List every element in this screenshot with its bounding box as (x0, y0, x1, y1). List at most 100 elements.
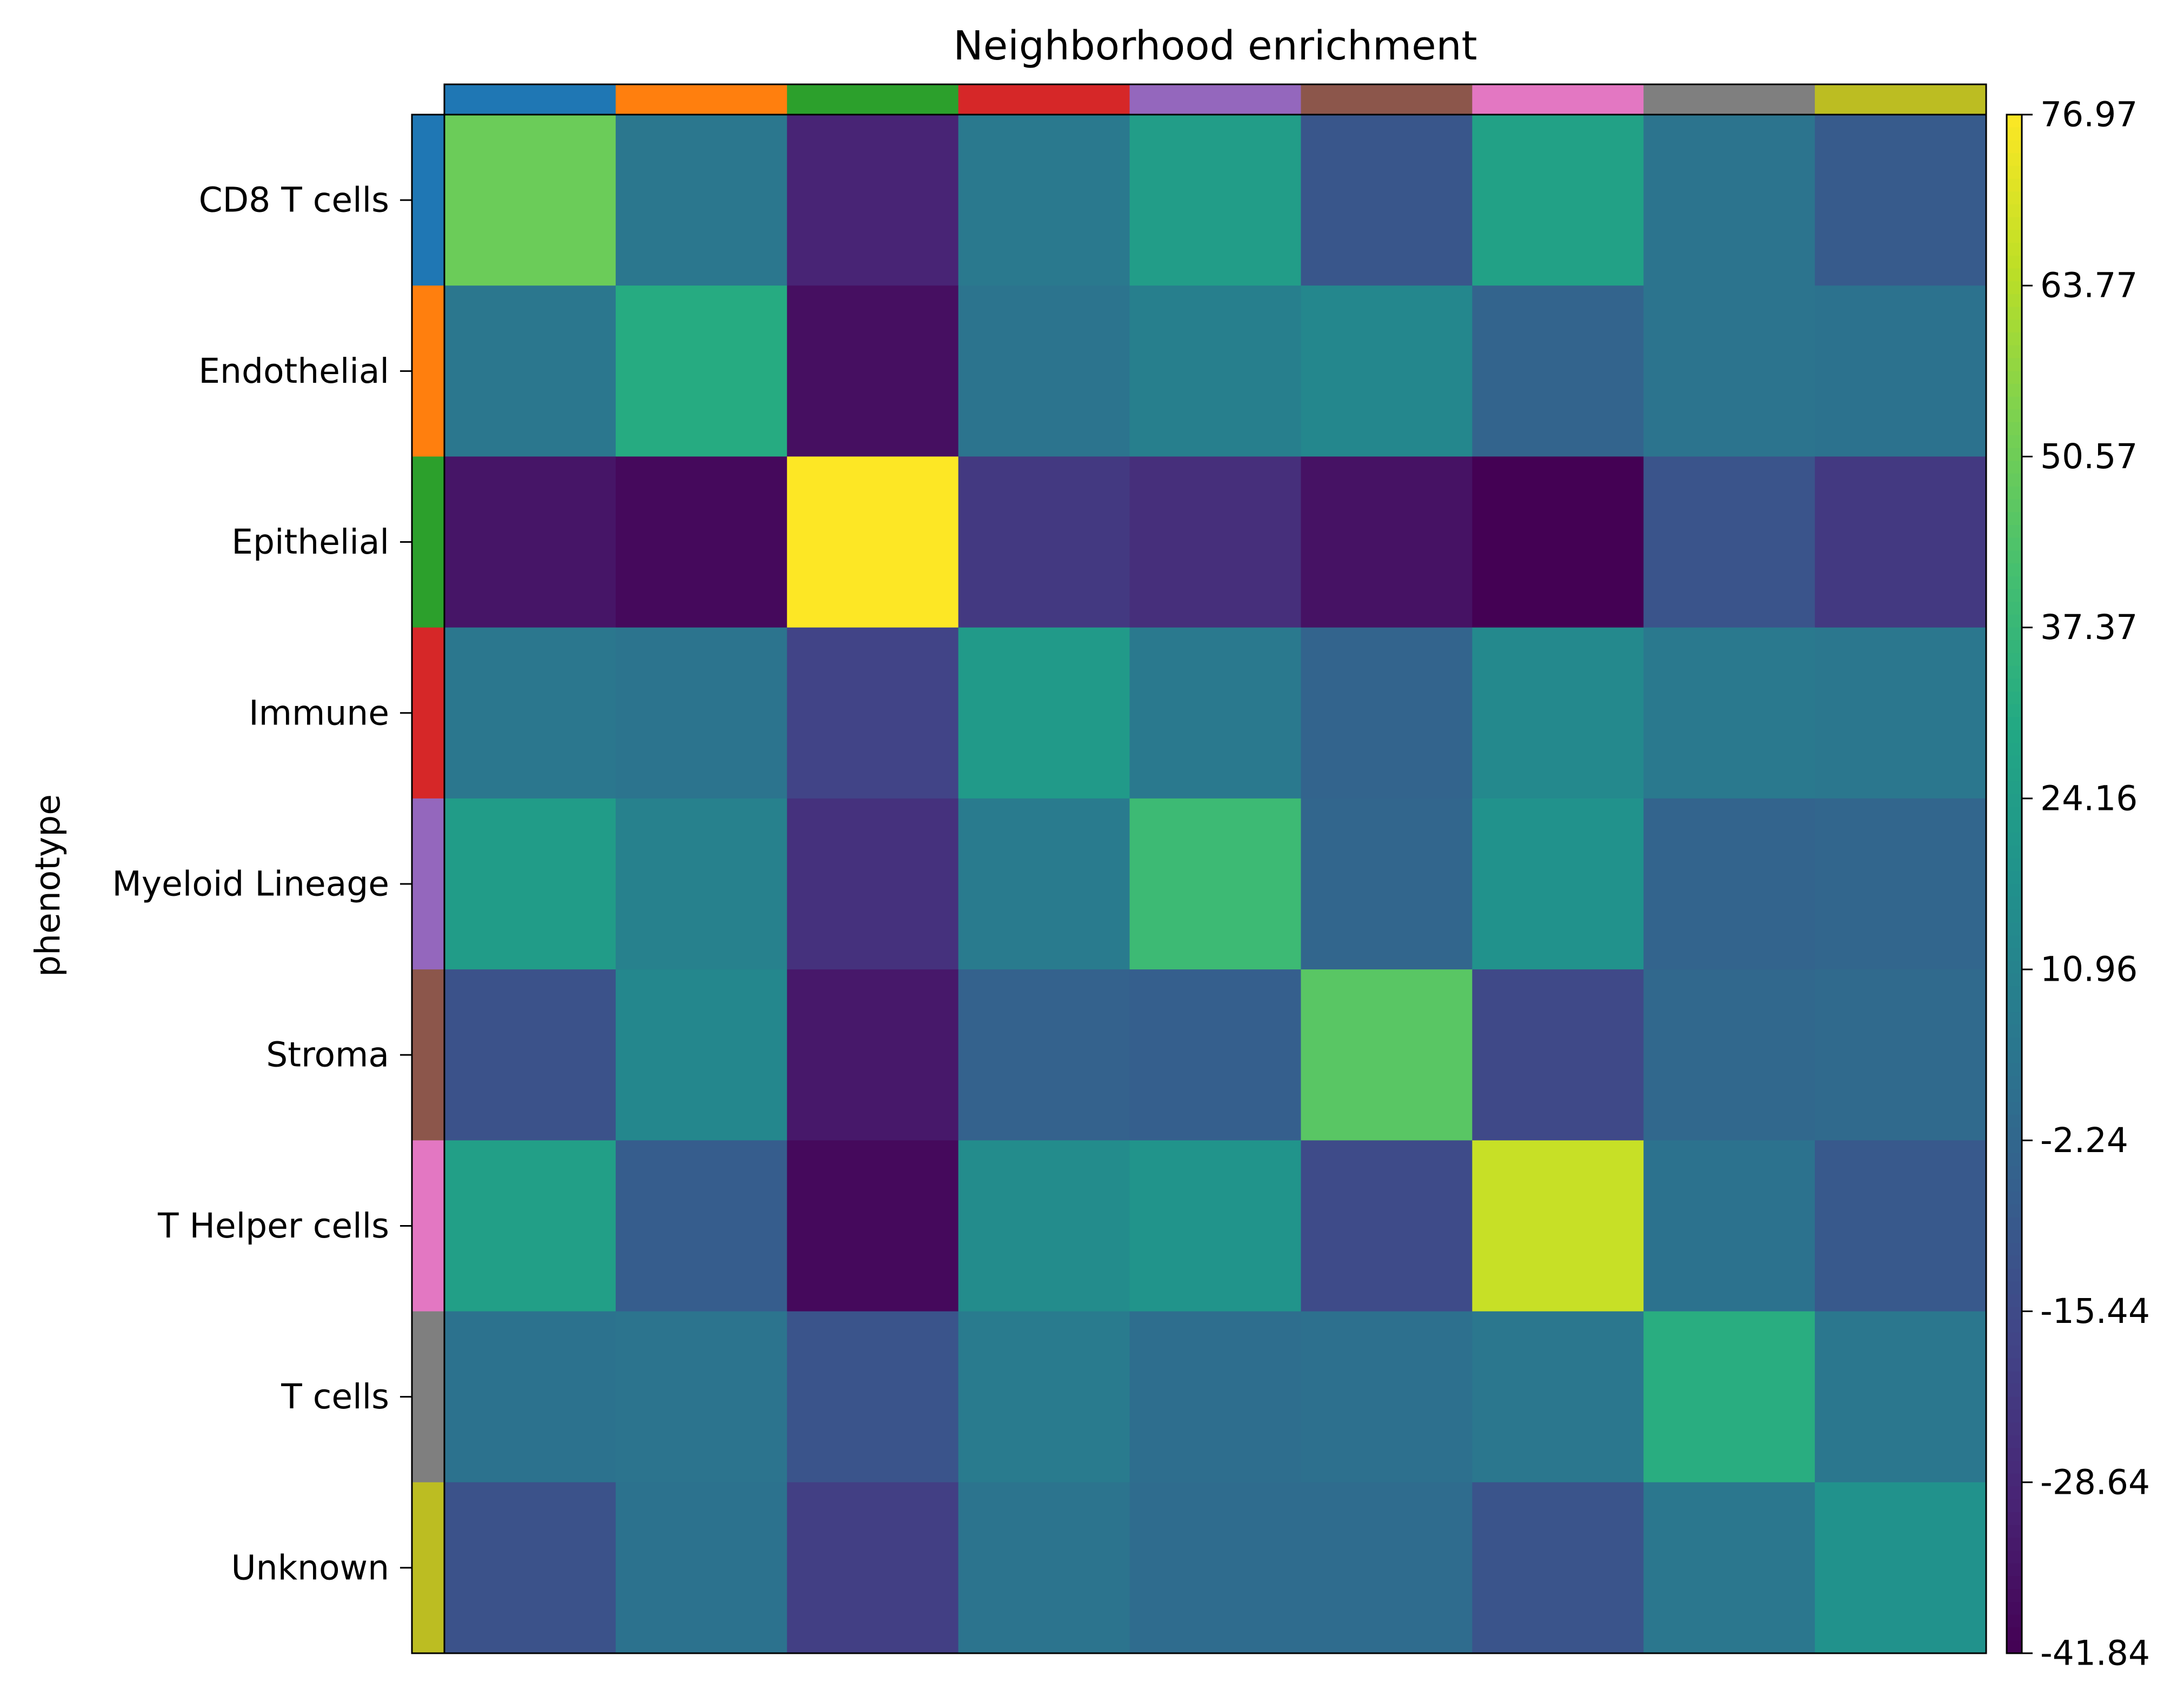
heatmap-cell (1472, 115, 1644, 286)
colorbar-segment (2007, 1268, 2022, 1282)
colorbar-segment (2007, 345, 2022, 359)
colorbar-segment (2007, 243, 2022, 256)
colorbar-segment (2007, 1409, 2022, 1423)
heatmap-cell (1129, 1311, 1302, 1483)
colorbar-frame (2006, 114, 2023, 1654)
colorbar-segment (2007, 653, 2022, 667)
colorbar-segment (2007, 165, 2022, 179)
heatmap-cell (958, 115, 1130, 286)
heatmap-cell (787, 1140, 959, 1312)
colorbar-segment (2007, 371, 2022, 384)
row-label: Unknown (231, 1548, 389, 1587)
heatmap-cell (615, 798, 788, 970)
heatmap-cell (1472, 285, 1644, 457)
colorbar-segment (2007, 1486, 2022, 1500)
colorbar-segment (2007, 281, 2022, 295)
colorbar-segment (2007, 115, 2022, 128)
heatmap-cell (1129, 115, 1302, 286)
colorbar-segment (2007, 1166, 2022, 1180)
heatmap-cell (958, 627, 1130, 799)
colorbar-segment (2007, 409, 2022, 423)
colorbar-tick-label: -15.44 (2040, 1292, 2150, 1331)
colorbar-segment (2007, 820, 2022, 833)
heatmap-cell (787, 969, 959, 1141)
column-category-bar (443, 83, 1987, 116)
colorbar-segment (2007, 807, 2022, 821)
colorbar-segment (2007, 191, 2022, 205)
heatmap-cell (958, 1140, 1130, 1312)
heatmap-cell (787, 627, 959, 799)
row-category-swatch (412, 1140, 444, 1312)
colorbar-segment (2007, 1499, 2022, 1513)
colorbar-segment (2007, 961, 2022, 974)
heatmap-cell (1643, 969, 1815, 1141)
colorbar-segment (2007, 896, 2022, 910)
colorbar-segment (2007, 537, 2022, 551)
heatmap-cell (615, 1311, 788, 1483)
heatmap-cell (787, 115, 959, 286)
column-category-swatch (615, 84, 788, 115)
column-category-swatch (1129, 84, 1302, 115)
heatmap-cell (1301, 798, 1473, 970)
colorbar-segment (2007, 384, 2022, 397)
colorbar-segment (2007, 1551, 2022, 1564)
colorbar-segment (2007, 909, 2022, 923)
colorbar: 76.97 63.77 50.57 37.37 24.16 10.96 -2.24 -15.4… (2006, 95, 2150, 1673)
row-label: CD8 T cells (199, 181, 389, 220)
colorbar-segment (2007, 563, 2022, 577)
row-category-bar (411, 114, 445, 1654)
colorbar-segment (2007, 1050, 2022, 1064)
colorbar-segment (2007, 204, 2022, 218)
row-label: Stroma (266, 1035, 389, 1075)
row-category-swatch (412, 969, 444, 1141)
colorbar-segment (2007, 743, 2022, 756)
heatmap-cell (787, 798, 959, 970)
heatmap-cell (958, 1482, 1130, 1654)
heatmap-cell (1815, 1311, 1987, 1483)
colorbar-segment (2007, 1037, 2022, 1051)
colorbar-segment (2007, 922, 2022, 936)
colorbar-segment (2007, 1563, 2022, 1577)
colorbar-segment (2007, 1473, 2022, 1487)
column-category-swatch (787, 84, 959, 115)
colorbar-segment (2007, 268, 2022, 282)
colorbar-segment (2007, 512, 2022, 525)
row-label: Myeloid Lineage (112, 864, 389, 904)
heatmap-cell (615, 456, 788, 628)
heatmap-cell (1472, 627, 1644, 799)
row-category-swatch (412, 285, 444, 457)
heatmap-cell (1472, 456, 1644, 628)
colorbar-segment (2007, 935, 2022, 949)
heatmap-cell (958, 285, 1130, 457)
colorbar-segment (2007, 1243, 2022, 1256)
heatmap-cell (787, 456, 959, 628)
colorbar-tick-label: 50.57 (2040, 437, 2138, 476)
colorbar-segment (2007, 1102, 2022, 1115)
colorbar-segment (2007, 974, 2022, 987)
heatmap-cell (1472, 1140, 1644, 1312)
colorbar-segment (2007, 230, 2022, 243)
colorbar-segment (2007, 1217, 2022, 1230)
colorbar-segment (2007, 691, 2022, 705)
colorbar-tick-label: -41.84 (2040, 1634, 2150, 1673)
y-axis-label: phenotype (28, 794, 68, 977)
heatmap-cell (787, 1482, 959, 1654)
heatmap-cell (958, 798, 1130, 970)
colorbar-segment (2007, 332, 2022, 346)
colorbar-segment (2007, 1063, 2022, 1077)
heatmap-cell (615, 285, 788, 457)
column-category-swatch (1815, 84, 1987, 115)
colorbar-segment (2007, 1012, 2022, 1026)
heatmap-cell (1643, 456, 1815, 628)
heatmap-cell (1129, 1140, 1302, 1312)
colorbar-segment (2007, 884, 2022, 897)
colorbar-segment (2007, 1448, 2022, 1461)
colorbar-segment (2007, 730, 2022, 743)
heatmap-cell (1815, 285, 1987, 457)
heatmap-cell (1472, 969, 1644, 1141)
row-label: Epithelial (231, 522, 389, 562)
colorbar-segment (2007, 1140, 2022, 1154)
heatmap-cell (1301, 115, 1473, 286)
